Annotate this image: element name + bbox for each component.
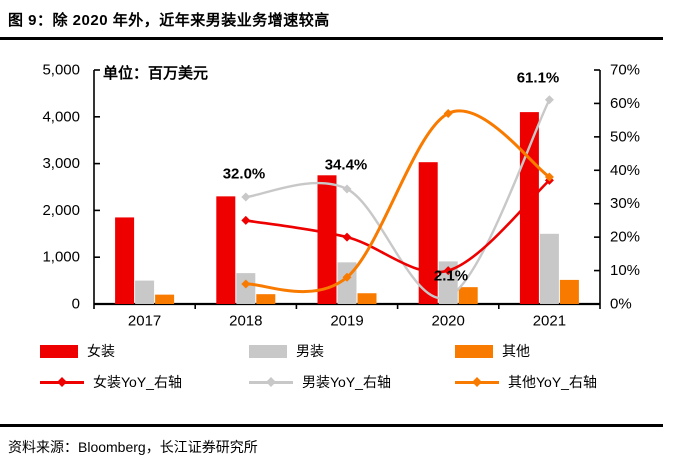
right-axis-tick-label: 30%	[610, 195, 640, 212]
legend-label: 女装YoY_右轴	[93, 374, 182, 390]
left-axis-tick-label: 0	[72, 296, 80, 313]
other-bar-swatch-icon	[455, 344, 493, 358]
legend-label: 女装	[87, 343, 115, 359]
legend-item-mens-bar: 男装	[249, 341, 455, 361]
marker-diamond-icon	[443, 266, 453, 276]
legend-item-womens-bar: 女装	[40, 341, 249, 361]
womens-line-swatch-icon	[40, 377, 84, 387]
diamond-marker-icon	[57, 377, 67, 387]
x-axis-category-label: 2017	[128, 313, 161, 330]
left-axis-tick-label: 1,000	[42, 249, 80, 266]
marker-diamond-icon	[544, 95, 554, 105]
mens-bar-swatch-icon	[249, 344, 287, 358]
mens-line-swatch-icon	[249, 377, 293, 387]
legend-item-other-bar: 其他	[455, 341, 655, 361]
bar-女装	[216, 196, 236, 304]
right-axis-tick-label: 10%	[610, 262, 640, 279]
right-axis-tick-label: 40%	[610, 162, 640, 179]
chart-legend: 女装 男装 其他 女装YoY_右轴 男装YoY_右轴 其他YoY_右轴	[40, 341, 660, 392]
womens-bar-swatch-icon	[40, 344, 78, 358]
bar-男装	[135, 280, 155, 304]
data-label: 34.4%	[325, 157, 368, 174]
bar-其他	[357, 293, 377, 304]
x-axis-category-label: 2020	[432, 313, 465, 330]
right-axis-tick-label: 20%	[610, 229, 640, 246]
data-label: 32.0%	[223, 166, 266, 183]
marker-diamond-icon	[342, 232, 352, 242]
marker-diamond-icon	[241, 192, 251, 202]
x-axis-category-label: 2021	[533, 313, 566, 330]
bar-其他	[155, 294, 175, 304]
x-axis-category-label: 2018	[229, 313, 262, 330]
line-女装YoY_右轴	[244, 179, 551, 274]
right-axis-tick-label: 0%	[610, 296, 632, 313]
other-line-swatch-icon	[455, 377, 499, 387]
x-axis-category-label: 2019	[330, 313, 363, 330]
right-axis-tick-label: 70%	[610, 62, 640, 79]
data-label: 61.1%	[517, 70, 560, 87]
diamond-marker-icon	[266, 377, 276, 387]
diamond-marker-icon	[472, 377, 482, 387]
left-axis-tick-label: 3,000	[42, 155, 80, 172]
bar-男装	[236, 273, 256, 304]
marker-diamond-icon	[443, 292, 453, 302]
left-axis-tick-label: 4,000	[42, 108, 80, 125]
right-axis-tick-label: 50%	[610, 128, 640, 145]
marker-diamond-icon	[544, 172, 554, 182]
legend-item-other-yoy-line: 其他YoY_右轴	[455, 372, 655, 392]
legend-label: 其他YoY_右轴	[508, 374, 597, 390]
bar-其他	[256, 294, 276, 304]
legend-label: 男装YoY_右轴	[302, 374, 391, 390]
left-axis-tick-label: 5,000	[42, 62, 80, 79]
source-text: 资料来源：Bloomberg，长江证券研究所	[8, 439, 258, 455]
legend-item-womens-yoy-line: 女装YoY_右轴	[40, 372, 249, 392]
bar-女装	[317, 175, 337, 304]
bar-其他	[458, 287, 478, 304]
figure-title: 图 9：除 2020 年外，近年来男装业务增速较高	[8, 12, 330, 29]
legend-label: 其他	[502, 343, 530, 359]
left-axis-tick-label: 2,000	[42, 202, 80, 219]
marker-diamond-icon	[241, 215, 251, 225]
bar-男装	[539, 233, 559, 304]
unit-label: 单位：百万美元	[103, 65, 209, 82]
bar-女装	[418, 162, 438, 304]
footer-divider	[0, 424, 663, 427]
legend-label: 男装	[296, 343, 324, 359]
line-男装YoY_右轴	[244, 98, 551, 300]
bar-女装	[115, 217, 135, 304]
marker-diamond-icon	[342, 272, 352, 282]
marker-diamond-icon	[443, 108, 453, 118]
data-label: 2.1%	[434, 268, 468, 285]
legend-item-mens-yoy-line: 男装YoY_右轴	[249, 372, 455, 392]
marker-diamond-icon	[241, 279, 251, 289]
bar-其他	[559, 279, 579, 304]
title-divider	[0, 37, 663, 40]
line-其他YoY_右轴	[244, 109, 551, 294]
right-axis-tick-label: 60%	[610, 95, 640, 112]
marker-diamond-icon	[342, 184, 352, 194]
